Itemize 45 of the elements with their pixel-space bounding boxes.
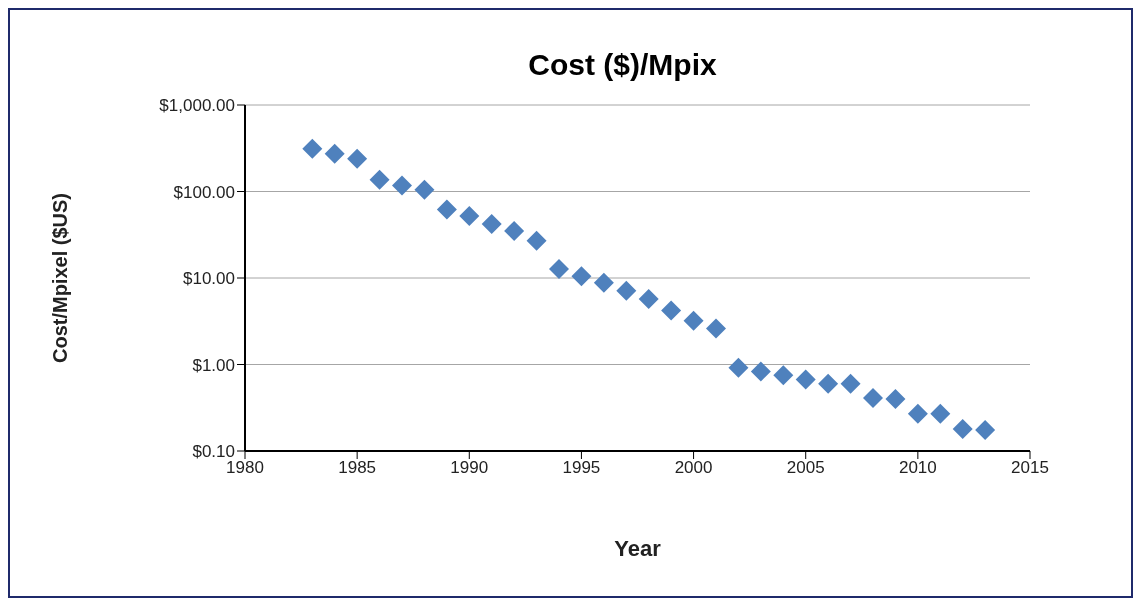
point (840, 373, 861, 394)
y-tick-label: $1,000.00 (159, 96, 235, 116)
point (526, 230, 547, 251)
point (818, 373, 839, 394)
point (414, 179, 435, 200)
point (975, 419, 996, 440)
point (795, 369, 816, 390)
y-axis-title: Cost/Mpixel ($US) (49, 192, 72, 364)
x-tick-label: 1990 (450, 458, 489, 478)
point (324, 143, 345, 164)
point (773, 365, 794, 386)
point (571, 266, 592, 287)
x-tick-label: 2015 (1011, 458, 1049, 478)
chart-title: Cost ($)/Mpix (527, 48, 718, 82)
point (863, 387, 883, 408)
point (885, 388, 906, 409)
point (616, 280, 637, 301)
point (728, 357, 749, 378)
x-tick-label: 2010 (898, 458, 937, 478)
y-tick-label: $100.00 (173, 182, 235, 202)
point (504, 220, 525, 241)
point (706, 318, 726, 339)
x-tick-label: 1995 (562, 458, 601, 478)
point (750, 361, 771, 382)
point (907, 403, 928, 424)
point (661, 300, 682, 321)
point (436, 199, 457, 220)
point (392, 175, 412, 196)
y-tick-label: $1.00 (192, 355, 235, 375)
point (638, 289, 659, 310)
point (952, 418, 973, 439)
x-tick-label: 1985 (338, 458, 377, 478)
point (369, 169, 390, 190)
point (683, 310, 704, 331)
x-tick-label: 2005 (786, 458, 825, 478)
point (347, 148, 368, 169)
point (549, 259, 569, 280)
point (930, 403, 951, 424)
x-tick-label: 2000 (674, 458, 713, 478)
point (593, 272, 614, 293)
y-tick-label: $10.00 (183, 269, 235, 289)
x-axis-title: Year (614, 536, 662, 561)
point (302, 138, 323, 159)
point (481, 214, 502, 235)
point (459, 206, 480, 227)
